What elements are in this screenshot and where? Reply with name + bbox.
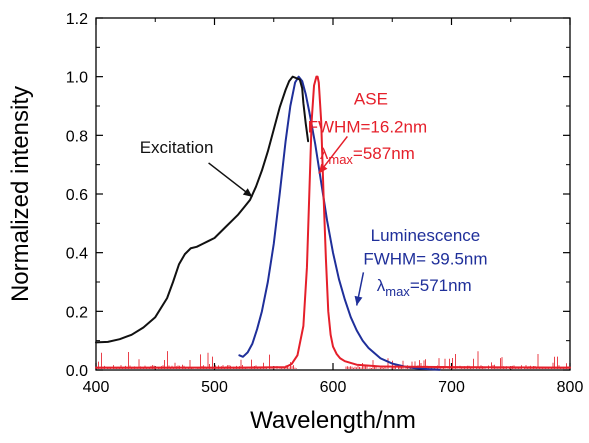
annotation-text: λmax=587nm [320, 144, 415, 167]
annotation-arrowhead [354, 295, 363, 306]
series-line-ase [95, 75, 571, 369]
x-tick-label: 800 [557, 379, 584, 396]
y-axis-label: Normalized intensity [7, 86, 34, 302]
annotation-arrowhead [318, 163, 328, 174]
x-tick-label: 600 [320, 379, 347, 396]
plot-frame [95, 17, 571, 371]
annotation-text: ASE [354, 90, 388, 109]
annotation-text: Luminescence [371, 226, 481, 245]
x-tick-label: 700 [438, 379, 465, 396]
y-tick-label: 0.2 [66, 304, 88, 321]
y-tick-label: 0.4 [66, 246, 88, 263]
y-tick-label: 0.0 [66, 363, 88, 380]
annotation-text: Excitation [140, 138, 214, 157]
x-axis-label: Wavelength/nm [250, 407, 416, 434]
y-tick-label: 0.6 [66, 187, 88, 204]
y-tick-label: 1.0 [66, 70, 88, 87]
x-tick-label: 500 [201, 379, 228, 396]
series-line-excitation [95, 75, 310, 344]
y-tick-label: 1.2 [66, 11, 88, 28]
annotation-text: FWHM= 39.5nm [363, 249, 487, 268]
y-tick-label: 0.8 [66, 128, 88, 145]
x-tick-label: 400 [83, 379, 110, 396]
annotation-arrowhead [242, 188, 253, 197]
annotation-text: FWHM=16.2nm [308, 117, 428, 136]
annotation-arrow [208, 162, 253, 198]
annotation-text: λmax=571nm [377, 276, 472, 299]
